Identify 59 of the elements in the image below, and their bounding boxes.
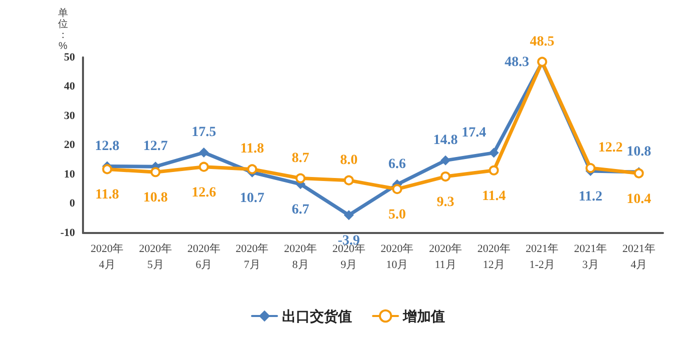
x-tick-label: 2020年 4月 xyxy=(90,243,124,271)
data-label: 8.7 xyxy=(292,150,310,166)
data-label: 12.8 xyxy=(94,138,120,154)
y-tick-label: 20 xyxy=(64,139,76,152)
point xyxy=(344,175,354,186)
data-label: 12.7 xyxy=(143,139,168,154)
data-label: 6.6 xyxy=(388,156,406,172)
data-label: 48.5 xyxy=(530,34,554,50)
legend-label: 出口交货值 xyxy=(282,308,352,324)
point xyxy=(198,162,209,172)
data-label: 10.8 xyxy=(143,190,168,206)
data-label: 8.0 xyxy=(340,152,358,168)
x-tick-label: 2020年 11月 xyxy=(429,243,462,271)
point xyxy=(150,167,160,178)
legend-label: 增加值 xyxy=(402,308,445,324)
y-tick-label: 30 xyxy=(64,110,76,122)
x-tick-label: 2020年 10月 xyxy=(380,243,414,271)
data-label: 11.8 xyxy=(95,188,120,203)
point xyxy=(102,164,112,174)
data-label: 10.7 xyxy=(240,190,264,206)
y-tick-label: 0 xyxy=(70,198,76,210)
point xyxy=(586,163,596,174)
point xyxy=(198,148,209,158)
data-label: 12.2 xyxy=(598,140,623,156)
x-tick-label: 2020年 8月 xyxy=(284,243,317,271)
point xyxy=(440,172,450,182)
x-tick-label: 2021年 1-2月 xyxy=(526,243,559,271)
y-axis-title: 单位：% xyxy=(58,7,68,52)
x-tick-label: 2020年 12月 xyxy=(477,243,510,271)
x-tick-label: 2021年 4月 xyxy=(622,243,656,271)
data-label: 14.8 xyxy=(433,132,458,148)
data-label: 9.3 xyxy=(436,195,454,210)
data-label: 10.4 xyxy=(626,192,652,207)
data-label: 12.6 xyxy=(192,185,216,200)
data-label: 10.8 xyxy=(626,144,652,160)
x-tick-label: 2020年 7月 xyxy=(236,243,269,271)
point xyxy=(440,155,450,166)
x-tick-label: 2021年 3月 xyxy=(574,243,607,271)
y-tick-label: 50 xyxy=(64,51,76,64)
x-tick-label: 2020年 5月 xyxy=(139,243,172,271)
y-tick-label: -10 xyxy=(60,227,76,239)
y-tick-label: 10 xyxy=(64,168,76,180)
point xyxy=(344,210,354,220)
data-label: 11.4 xyxy=(482,188,506,204)
data-label: 17.5 xyxy=(192,125,216,140)
data-label: 5.0 xyxy=(388,208,406,223)
x-tick-label: 2020年 6月 xyxy=(187,243,220,271)
data-label: 48.3 xyxy=(504,54,530,70)
data-label: 6.7 xyxy=(292,202,310,218)
point xyxy=(247,164,258,174)
data-label: 11.8 xyxy=(240,142,264,157)
data-label: 11.2 xyxy=(578,189,602,204)
x-tick-label: 2020年 9月 xyxy=(332,243,366,271)
point xyxy=(392,184,402,194)
y-tick-label: 40 xyxy=(64,80,76,93)
point xyxy=(488,148,499,158)
point xyxy=(488,165,499,176)
data-label: 17.4 xyxy=(462,125,486,140)
point xyxy=(296,173,306,184)
